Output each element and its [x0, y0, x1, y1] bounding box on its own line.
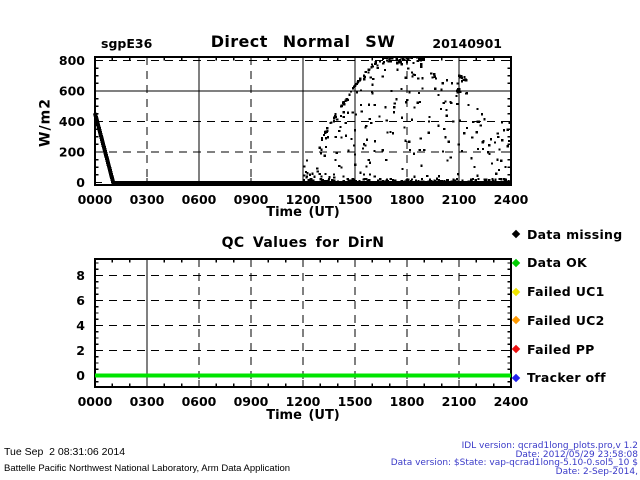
svg-text:0600: 0600: [182, 192, 217, 207]
svg-text:1200: 1200: [286, 394, 321, 409]
failed-pp-marker-icon: [511, 344, 521, 354]
svg-text:1800: 1800: [390, 394, 425, 409]
svg-text:0: 0: [76, 175, 85, 190]
legend-label: Failed UC2: [527, 312, 605, 328]
svg-text:0900: 0900: [234, 394, 269, 409]
x-axis-title-bottom: Time (UT): [266, 408, 340, 423]
legend-label: Data missing: [527, 226, 623, 242]
svg-text:2400: 2400: [494, 394, 529, 409]
svg-text:1200: 1200: [286, 192, 321, 207]
top-plot-series-morning-ramp: [93, 112, 116, 184]
svg-text:800: 800: [59, 53, 85, 68]
data-version-line: Data version: $State: vap-qcrad1long-5.1…: [390, 458, 638, 469]
qc-legend: Data missing Data OK Failed UC1 Failed U…: [511, 227, 639, 385]
svg-text:2100: 2100: [442, 394, 477, 409]
y-axis-title: W/m2: [37, 98, 54, 147]
svg-text:1800: 1800: [390, 192, 425, 207]
svg-text:2: 2: [76, 343, 85, 358]
top-plot-tick-labels: 0000 0300 0600 0900 1200 1500 1800 2100 2400 0 200…: [59, 53, 529, 207]
svg-text:1500: 1500: [338, 192, 373, 207]
x-axis-title-top: Time (UT): [266, 205, 340, 220]
version-info-block: IDL version: qcrad1long_plots.pro,v 1.2 …: [391, 442, 638, 476]
svg-text:0: 0: [76, 368, 85, 383]
svg-text:2400: 2400: [494, 192, 529, 207]
tracker-off-marker-icon: [511, 373, 521, 383]
qc-plot-tick-labels: 0000 0300 0600 0900 1200 1500 1800 2100 2400 0 2 4 6…: [76, 268, 528, 409]
legend-label: Data OK: [527, 255, 587, 271]
legend-item: Data missing: [511, 226, 639, 242]
svg-text:2100: 2100: [442, 192, 477, 207]
svg-text:0000: 0000: [78, 192, 113, 207]
data-date-line: Date: 2-Sep-2014,: [555, 466, 638, 477]
plot-title: Direct Normal SW: [210, 32, 396, 51]
top-plot: 0000 0300 0600 0900 1200 1500 1800 2100 2400 0 200…: [59, 53, 529, 207]
svg-text:0000: 0000: [78, 394, 113, 409]
data-ok-marker-icon: [511, 258, 521, 268]
svg-text:1500: 1500: [338, 394, 373, 409]
data-missing-marker-icon: [511, 229, 521, 239]
site-label: sgpE36: [101, 36, 153, 51]
svg-text:6: 6: [76, 293, 85, 308]
legend-label: Failed PP: [527, 341, 595, 357]
qc-plot-ticks: [94, 259, 512, 387]
legend-item: Failed PP: [511, 341, 639, 357]
svg-text:200: 200: [59, 144, 85, 159]
date-label: 20140901: [432, 36, 502, 51]
svg-text:4: 4: [76, 318, 85, 333]
legend-item: Data OK: [511, 255, 639, 271]
timestamp-line: Tue Sep 2 08:31:06 2014: [4, 446, 126, 458]
legend-item: Failed UC1: [511, 284, 639, 300]
svg-text:8: 8: [76, 268, 85, 283]
organization-line: Battelle Pacific Northwest National Labo…: [4, 463, 291, 474]
qc-plot-grid: [95, 259, 511, 387]
legend-label: Failed UC1: [527, 284, 605, 300]
legend-item: Failed UC2: [511, 312, 639, 328]
svg-text:0300: 0300: [130, 394, 165, 409]
legend-item: Tracker off: [511, 370, 639, 386]
qc-plot-title: QC Values for DirN: [221, 235, 385, 251]
idl-date-line: Date: 2012/05/29 23:58:08: [515, 449, 638, 460]
failed-uc1-marker-icon: [511, 287, 521, 296]
failed-uc2-marker-icon: [511, 316, 521, 325]
idl-version-line: IDL version: qcrad1long_plots.pro,v 1.2: [461, 441, 638, 451]
legend-label: Tracker off: [527, 370, 606, 386]
svg-text:0600: 0600: [182, 394, 217, 409]
top-plot-grid: [95, 57, 511, 185]
svg-text:0900: 0900: [234, 192, 269, 207]
svg-text:0300: 0300: [130, 192, 165, 207]
qc-plot: 0000 0300 0600 0900 1200 1500 1800 2100 2400 0 2 4 6…: [76, 258, 529, 409]
svg-text:400: 400: [59, 114, 85, 129]
svg-text:600: 600: [59, 83, 85, 98]
